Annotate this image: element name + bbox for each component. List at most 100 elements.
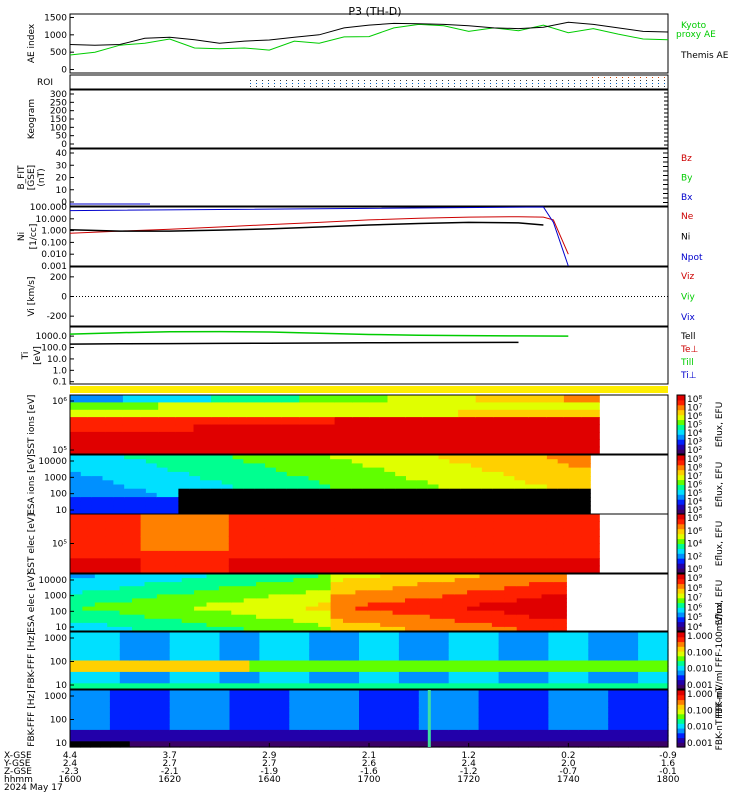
sst-elec-cell	[158, 528, 177, 537]
esa-elec-cell	[479, 610, 493, 616]
sst-elec-cell	[70, 558, 89, 567]
esa-ion-cell	[427, 471, 440, 477]
sst-elec-cell	[140, 550, 159, 559]
fbk-ffb-cell	[179, 735, 191, 742]
esa-ion-cell	[568, 501, 580, 507]
fbk-ffb-cell	[628, 729, 639, 737]
fbk-fff-cell	[349, 654, 360, 662]
fbk-fff-cell	[219, 683, 231, 690]
esa-elec-cell	[206, 614, 220, 620]
fbk-ffb-cell	[588, 724, 599, 731]
roi-dot	[334, 83, 335, 84]
fbk-ffb-cell	[598, 712, 609, 720]
esa-elec-cell	[318, 586, 332, 591]
sst-elec-cell	[299, 536, 318, 545]
temperature-yticklabel-0: 1000.0	[36, 332, 68, 342]
esa-elec-cell	[355, 594, 369, 600]
fbk-fff-cell	[149, 660, 161, 667]
roi-dot	[418, 83, 419, 84]
fbk-ffb-cell	[538, 695, 549, 702]
ae-ylabel: AE index	[27, 23, 37, 63]
fbk-ffb-cell	[169, 741, 181, 748]
esa-elec-cell	[367, 626, 381, 632]
esa-ion-cell	[460, 505, 472, 511]
esa-elec-cell	[82, 606, 96, 612]
fbk-ffb-cell	[369, 741, 380, 748]
fbk-ffb-cell	[548, 729, 559, 737]
fbk-fff-cell	[129, 649, 141, 656]
esa-elec-cell	[256, 582, 270, 587]
fbk-ffb-cell	[618, 712, 629, 720]
esa-elec-cell	[107, 586, 121, 591]
esa-ion-cell	[113, 488, 125, 494]
fbk-fff-cell	[199, 660, 211, 667]
esa-elec-cell	[169, 618, 183, 624]
esa-ion-cell	[102, 501, 114, 507]
fbk-fff-cell	[568, 649, 579, 656]
esa-ion-cell	[536, 488, 548, 494]
fbk-ffb-cell	[648, 735, 659, 742]
sst-ion-cell	[211, 439, 230, 448]
fbk-ffb-cell	[289, 712, 300, 720]
fbk-fff-cell	[448, 654, 460, 662]
roi-dot	[310, 83, 311, 84]
fbk-fff-cell	[658, 654, 669, 662]
esa-ion-colorbar-cell	[677, 459, 685, 466]
fbk-ffb-cell	[638, 690, 649, 697]
fbk-fff-cell	[149, 637, 161, 644]
fbk-ffb-cell	[229, 707, 241, 714]
fbk-fff-cell	[598, 683, 609, 690]
sst-elec-colorbar-cell	[677, 538, 685, 544]
fbk-fff-cell	[638, 654, 649, 662]
esa-ion-colorbar-ticklabel-2: 10⁷	[687, 472, 702, 482]
fbk-fff-cell	[658, 677, 669, 684]
esa-elec-cell	[94, 578, 108, 583]
fbk-fff-cell	[548, 666, 559, 673]
roi-dot	[490, 83, 491, 84]
esa-ion-cell	[416, 492, 429, 498]
fbk-fff-cell	[458, 632, 470, 639]
sst-ion-cell	[405, 439, 424, 448]
fbk-fff-cell	[339, 683, 350, 690]
esa-elec-cell	[119, 618, 133, 624]
fbk-fff-cell	[528, 632, 540, 639]
esa-ion-cell	[351, 488, 364, 494]
esa-elec-cell	[355, 598, 369, 604]
sst-ion-colorbar-ticklabel-0: 10⁸	[687, 395, 702, 405]
fbk-fff-cell	[89, 677, 101, 684]
esa-elec-cell	[380, 614, 394, 620]
fbk-ffb-cell	[179, 729, 191, 737]
sst-elec-cell	[369, 550, 389, 559]
fbk-ffb-cell	[279, 741, 290, 748]
fbk-fff-cell	[169, 666, 181, 673]
esa-elec-cell	[144, 622, 158, 628]
fbk-ffb-cell	[219, 712, 231, 720]
esa-elec-cell	[516, 602, 530, 608]
roi-dot	[592, 83, 593, 84]
esa-elec-cell	[305, 598, 319, 604]
fbk-ffb-cell	[189, 741, 201, 748]
sst-ion-cell	[140, 446, 159, 455]
sst-ion-cell	[299, 402, 318, 411]
sst-elec-cell	[193, 536, 212, 545]
fbk-ffb-spike	[427, 690, 431, 747]
fbk-fff-cell	[588, 643, 599, 650]
fbk-ffb-cell	[359, 718, 370, 725]
esa-elec-cell	[156, 618, 170, 624]
fbk-fff-cell	[468, 671, 480, 679]
esa-elec-cell	[318, 618, 332, 624]
roi-dot	[376, 86, 377, 87]
keogram-ticklabel-2: 200	[50, 107, 67, 117]
fbk-ffb-cell	[299, 718, 310, 725]
sst-ion-colorbar-cell	[677, 404, 685, 411]
esa-elec-cell	[218, 586, 232, 591]
esa-ion-cell	[579, 492, 591, 498]
roi-dot	[532, 86, 533, 87]
esa-ion-cell	[481, 505, 494, 511]
sst-ion-cell	[528, 431, 547, 440]
fbk-fff-cell	[80, 671, 91, 679]
fbk-ffb-cell	[488, 741, 500, 748]
esa-ion-cell	[254, 459, 266, 464]
roi-dot	[508, 80, 509, 81]
esa-elec-cell	[405, 586, 418, 591]
